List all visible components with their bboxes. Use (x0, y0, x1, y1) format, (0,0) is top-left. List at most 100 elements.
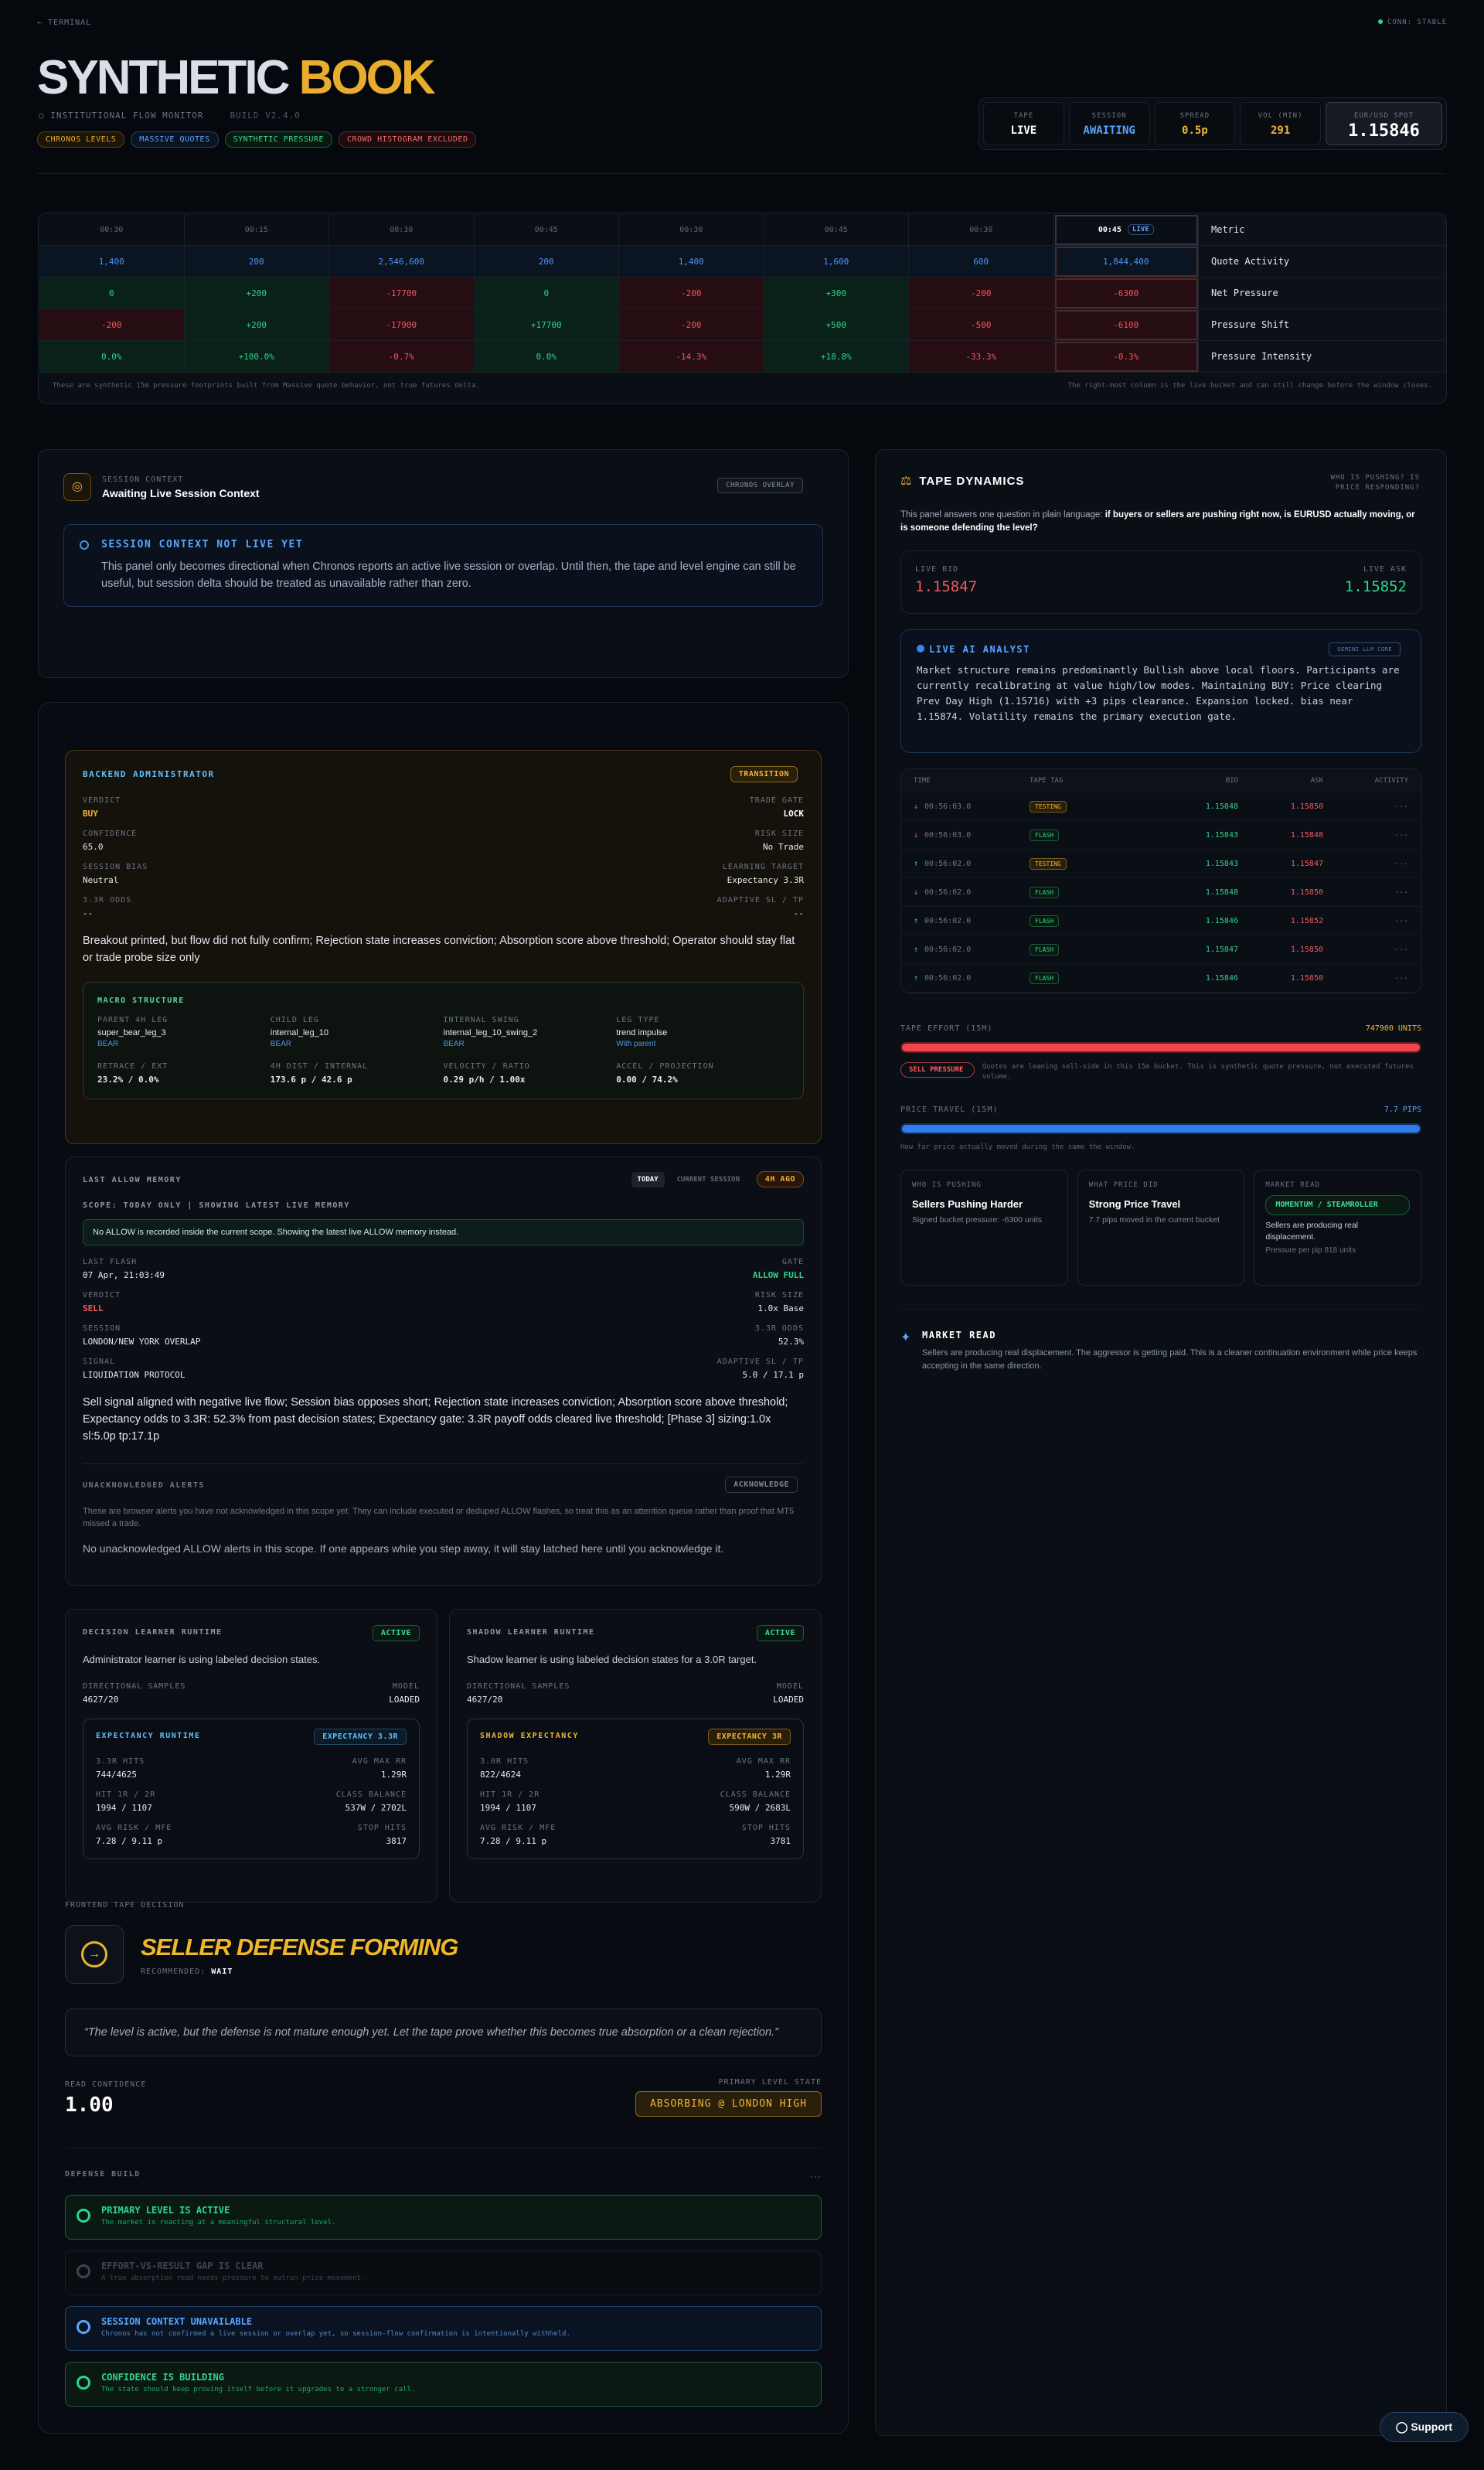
activity: --- (1394, 945, 1408, 954)
row-label: Pressure Shift (1199, 309, 1445, 341)
field: TRADE GATE LOCK (444, 796, 804, 819)
admin-panel: BACKEND ADMINISTRATOR TRANSITION VERDICT… (38, 702, 849, 2434)
field-value: -- (793, 908, 804, 918)
item-title: EFFORT-VS-RESULT GAP IS CLEAR (101, 2260, 264, 2271)
metric-header: Metric (1199, 214, 1445, 246)
menu-dots[interactable]: ··· (809, 2170, 822, 2183)
support-button[interactable]: ◯ Support (1379, 2412, 1469, 2442)
field-value: 5.0 / 17.1 p (742, 1370, 804, 1380)
field-label: RISK SIZE (754, 1291, 804, 1300)
field-label: VERDICT (83, 796, 121, 805)
effort-note: SELL PRESSURE Quotes are leaning sell-sid… (900, 1062, 1421, 1082)
title-b: BOOK (298, 51, 436, 104)
cell: -200 (909, 278, 1054, 309)
recommend: RECOMMENDED: WAIT (141, 1967, 458, 1976)
column-header: 00:45 (474, 214, 619, 246)
stat-value: 0.5p (1182, 124, 1208, 137)
ask: 1.15850 (1290, 802, 1323, 811)
value: trend impulse (616, 1028, 668, 1037)
time-cell: ↑ 00:56:02.0 (914, 974, 1030, 983)
field-label: GATE (781, 1258, 804, 1266)
sub: BEAR (443, 1040, 465, 1048)
direction: ↑ (914, 973, 919, 983)
cell: -14.3% (619, 341, 764, 373)
column-header: 00:30 (329, 214, 475, 246)
field-label: SESSION (83, 1324, 121, 1333)
field: MODEL LOADED (251, 1682, 420, 1705)
field: RISK SIZE No Trade (444, 830, 804, 852)
column-header: 00:45 (764, 214, 909, 246)
macro-stat: ACCEL / PROJECTION 0.00 / 74.2% (616, 1062, 789, 1085)
kicker: FRONTEND TAPE DECISION (65, 1901, 185, 1910)
divider (37, 173, 1446, 174)
intro-text: This panel answers one question in plain… (900, 510, 1103, 520)
direction: ↓ (914, 802, 919, 811)
field-label: 3.3R ODDS (83, 896, 132, 905)
field-label: AVG RISK / MFE (480, 1824, 556, 1832)
field-value: 3817 (386, 1836, 407, 1846)
section-title: BACKEND ADMINISTRATOR (83, 769, 215, 779)
label: WHAT PRICE DID (1088, 1181, 1159, 1189)
question: WHO IS PUSHING? IS PRICE RESPONDING? (1330, 474, 1420, 492)
read-card: WHAT PRICE DID Strong Price Travel 7.7 pip… (1077, 1170, 1245, 1286)
tab[interactable]: CURRENT SESSION (676, 1175, 740, 1184)
header-cell: ASK (1310, 776, 1323, 785)
field-value: 7.28 / 9.11 p (96, 1836, 163, 1846)
field-label: DIRECTIONAL SAMPLES (83, 1682, 186, 1691)
field: LAST FLASH 07 Apr, 21:03:49 (83, 1258, 444, 1280)
value: 0.00 / 74.2% (616, 1075, 678, 1085)
item-text: The state should keep proving itself bef… (101, 2386, 416, 2393)
time: 00:56:03.0 (924, 802, 972, 811)
value: internal_leg_10 (270, 1028, 328, 1037)
macro-stat: 4H DIST / INTERNAL 173.6 p / 42.6 p (271, 1062, 444, 1085)
time-cell: ↑ 00:56:02.0 (914, 860, 1030, 868)
decision-quote: “The level is active, but the defense is… (65, 2008, 822, 2056)
column-header: 00:30 (39, 214, 185, 246)
status-icon (77, 2264, 90, 2278)
cell: +17700 (474, 309, 619, 341)
field: AVG RISK / MFE 7.28 / 9.11 p (96, 1824, 251, 1846)
field-label: TRADE GATE (749, 796, 804, 805)
acknowledge-button[interactable]: ACKNOWLEDGE (725, 1477, 798, 1493)
cell: -200 (619, 278, 764, 309)
icon-box: → (65, 1925, 124, 1984)
field-label: AVG MAX RR (352, 1757, 407, 1766)
summary: Sell signal aligned with negative live f… (83, 1396, 788, 1443)
label: CHILD LEG (270, 1016, 319, 1024)
row-label: Quote Activity (1199, 246, 1445, 278)
cell: +500 (764, 309, 909, 341)
cell: -200 (619, 309, 764, 341)
cell: 1,400 (619, 246, 764, 278)
field-label: STOP HITS (357, 1824, 407, 1832)
badge: SELL PRESSURE (900, 1062, 975, 1078)
stat-label: TAPE (1013, 112, 1034, 120)
field-label: ADAPTIVE SL / TP (716, 896, 804, 905)
field-value: ALLOW FULL (752, 1270, 804, 1280)
cell: -6100 (1053, 309, 1199, 341)
cell: -0.7% (329, 341, 475, 373)
field-value: LIQUIDATION PROTOCOL (83, 1370, 186, 1380)
market-read: ✦ MARKET READ Sellers are producing real… (900, 1309, 1421, 1373)
stat: TAPE LIVE (983, 102, 1064, 145)
title-a: SYNTHETIC (37, 51, 290, 104)
macro-structure: MACRO STRUCTURE PARENT 4H LEG super_bear_… (83, 982, 804, 1099)
read-card: MARKET READ MOMENTUM / STEAMROLLER Sellers… (1254, 1170, 1422, 1286)
activity: --- (1394, 802, 1408, 811)
field: 3.3R HITS 744/4625 (96, 1757, 251, 1780)
tape-tag: FLASH (1030, 886, 1060, 898)
subtitle: INSTITUTIONAL FLOW MONITOR (50, 111, 204, 121)
text: Sellers are producing real displacement.… (922, 1348, 1418, 1371)
time: 00:56:03.0 (924, 830, 972, 840)
macro-item: INTERNAL SWING internal_leg_10_swing_2 BEA… (444, 1016, 617, 1048)
field-value: Neutral (83, 875, 119, 885)
field: ADAPTIVE SL / TP 5.0 / 17.1 p (444, 1358, 804, 1380)
field-value: 7.28 / 9.11 p (480, 1836, 547, 1846)
field-value: 3781 (770, 1836, 791, 1846)
back-link[interactable]: ← TERMINAL (37, 19, 92, 27)
section-title: DEFENSE BUILD (65, 2170, 141, 2179)
item-text: The market is reacting at a meaningful s… (101, 2219, 336, 2226)
label: LEG TYPE (616, 1016, 660, 1024)
defense-item: PRIMARY LEVEL IS ACTIVE The market is rea… (65, 2195, 822, 2240)
allow-card: LAST ALLOW MEMORY TODAY CURRENT SESSION 4H… (65, 1157, 822, 1586)
tab[interactable]: TODAY (631, 1171, 665, 1187)
